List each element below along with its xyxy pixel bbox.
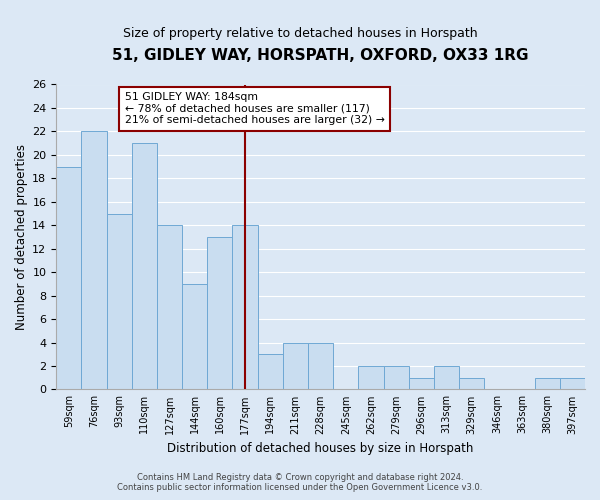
- Bar: [207, 237, 232, 390]
- Text: Contains HM Land Registry data © Crown copyright and database right 2024.
Contai: Contains HM Land Registry data © Crown c…: [118, 473, 482, 492]
- Bar: [358, 366, 383, 390]
- Y-axis label: Number of detached properties: Number of detached properties: [15, 144, 28, 330]
- Bar: [131, 143, 157, 390]
- Bar: [82, 132, 107, 390]
- Bar: [56, 166, 82, 390]
- Bar: [409, 378, 434, 390]
- Bar: [383, 366, 409, 390]
- Bar: [157, 225, 182, 390]
- Bar: [182, 284, 207, 390]
- Bar: [107, 214, 131, 390]
- Text: Size of property relative to detached houses in Horspath: Size of property relative to detached ho…: [122, 28, 478, 40]
- Bar: [434, 366, 459, 390]
- Bar: [283, 342, 308, 390]
- Title: 51, GIDLEY WAY, HORSPATH, OXFORD, OX33 1RG: 51, GIDLEY WAY, HORSPATH, OXFORD, OX33 1…: [112, 48, 529, 62]
- Bar: [560, 378, 585, 390]
- Text: 51 GIDLEY WAY: 184sqm
← 78% of detached houses are smaller (117)
21% of semi-det: 51 GIDLEY WAY: 184sqm ← 78% of detached …: [125, 92, 385, 126]
- X-axis label: Distribution of detached houses by size in Horspath: Distribution of detached houses by size …: [167, 442, 474, 455]
- Bar: [459, 378, 484, 390]
- Bar: [308, 342, 333, 390]
- Bar: [257, 354, 283, 390]
- Bar: [535, 378, 560, 390]
- Bar: [232, 225, 257, 390]
